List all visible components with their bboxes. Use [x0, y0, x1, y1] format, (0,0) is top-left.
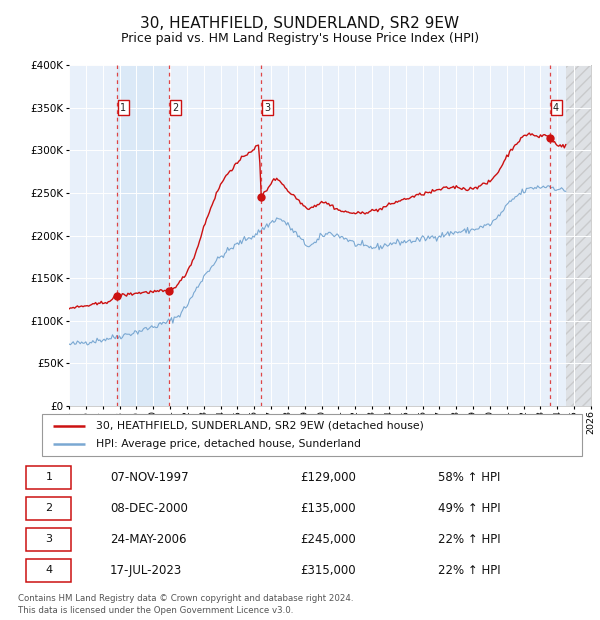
Text: HPI: Average price, detached house, Sunderland: HPI: Average price, detached house, Sund… — [96, 439, 361, 449]
Text: 58% ↑ HPI: 58% ↑ HPI — [438, 471, 500, 484]
Text: Price paid vs. HM Land Registry's House Price Index (HPI): Price paid vs. HM Land Registry's House … — [121, 32, 479, 45]
Text: 1: 1 — [46, 472, 52, 482]
Text: 07-NOV-1997: 07-NOV-1997 — [110, 471, 188, 484]
Text: 2: 2 — [46, 503, 52, 513]
Text: 4: 4 — [553, 103, 559, 113]
Text: 22% ↑ HPI: 22% ↑ HPI — [438, 564, 501, 577]
FancyBboxPatch shape — [26, 466, 71, 489]
Bar — [566, 65, 591, 406]
Text: 24-MAY-2006: 24-MAY-2006 — [110, 533, 187, 546]
FancyBboxPatch shape — [26, 528, 71, 551]
Text: £135,000: £135,000 — [300, 502, 356, 515]
Text: 30, HEATHFIELD, SUNDERLAND, SR2 9EW: 30, HEATHFIELD, SUNDERLAND, SR2 9EW — [140, 16, 460, 30]
Text: 2: 2 — [172, 103, 178, 113]
Text: £315,000: £315,000 — [300, 564, 356, 577]
Text: 1: 1 — [121, 103, 127, 113]
Text: 4: 4 — [46, 565, 52, 575]
FancyBboxPatch shape — [26, 497, 71, 520]
Text: 17-JUL-2023: 17-JUL-2023 — [110, 564, 182, 577]
FancyBboxPatch shape — [26, 559, 71, 582]
Text: 3: 3 — [46, 534, 52, 544]
Text: 08-DEC-2000: 08-DEC-2000 — [110, 502, 188, 515]
Text: 49% ↑ HPI: 49% ↑ HPI — [438, 502, 501, 515]
Text: 30, HEATHFIELD, SUNDERLAND, SR2 9EW (detached house): 30, HEATHFIELD, SUNDERLAND, SR2 9EW (det… — [96, 421, 424, 431]
Text: 3: 3 — [264, 103, 270, 113]
Text: Contains HM Land Registry data © Crown copyright and database right 2024.
This d: Contains HM Land Registry data © Crown c… — [18, 594, 353, 615]
Text: £245,000: £245,000 — [300, 533, 356, 546]
Bar — [117, 65, 169, 406]
Text: £129,000: £129,000 — [300, 471, 356, 484]
Text: 22% ↑ HPI: 22% ↑ HPI — [438, 533, 501, 546]
